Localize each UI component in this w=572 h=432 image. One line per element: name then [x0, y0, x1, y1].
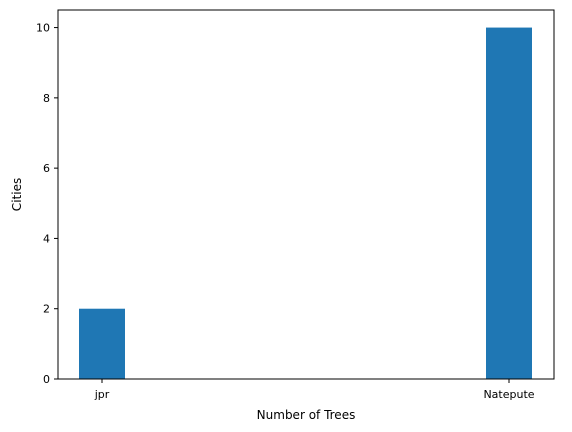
bars-group: [79, 27, 532, 379]
y-tick-label: 8: [43, 92, 50, 105]
y-tick-label: 10: [36, 22, 50, 35]
x-axis-ticks: jpr Natepute: [94, 379, 535, 401]
y-tick-label: 6: [43, 162, 50, 175]
y-tick-label: 4: [43, 232, 50, 245]
y-tick-label: 0: [43, 373, 50, 386]
y-axis-label: Cities: [10, 178, 24, 211]
x-tick-label: Natepute: [483, 388, 534, 401]
x-axis-label: Number of Trees: [257, 408, 356, 422]
bar-natepute: [486, 27, 532, 379]
bar-jpr: [79, 308, 125, 379]
y-tick-label: 2: [43, 303, 50, 316]
y-axis-ticks: 0 2 4 6 8 10: [36, 22, 58, 386]
plot-area-frame: [57, 9, 555, 380]
x-tick-label: jpr: [94, 388, 110, 401]
